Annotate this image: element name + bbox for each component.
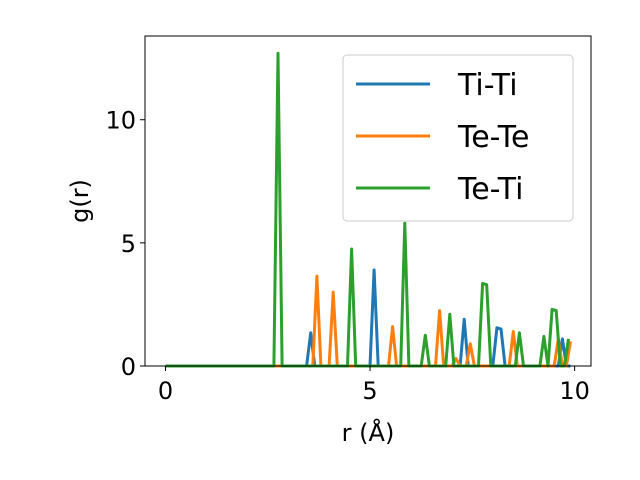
legend-items: Ti-Ti Te-Te Te-Ti — [356, 68, 529, 207]
legend-label-te-te: Te-Te — [457, 120, 529, 155]
y-axis-label: g(r) — [66, 179, 94, 223]
legend: Ti-Ti Te-Te Te-Ti — [342, 54, 574, 222]
x-tick-label: 0 — [158, 377, 173, 405]
legend-label-te-ti: Te-Ti — [457, 172, 524, 207]
x-tick-label: 5 — [362, 377, 377, 405]
legend-label-ti-ti: Ti-Ti — [457, 68, 518, 103]
x-axis-label: r (Å) — [342, 418, 395, 447]
legend-box — [342, 54, 574, 222]
plot-frame — [144, 35, 592, 367]
x-tick-label: 10 — [559, 377, 590, 405]
y-tick-label: 0 — [121, 353, 136, 381]
ticks-layer: 0 5 10 0 5 10 — [105, 107, 589, 405]
y-tick-label: 5 — [121, 230, 136, 258]
series-line-te-te — [165, 274, 572, 368]
y-tick-label: 10 — [105, 107, 136, 135]
